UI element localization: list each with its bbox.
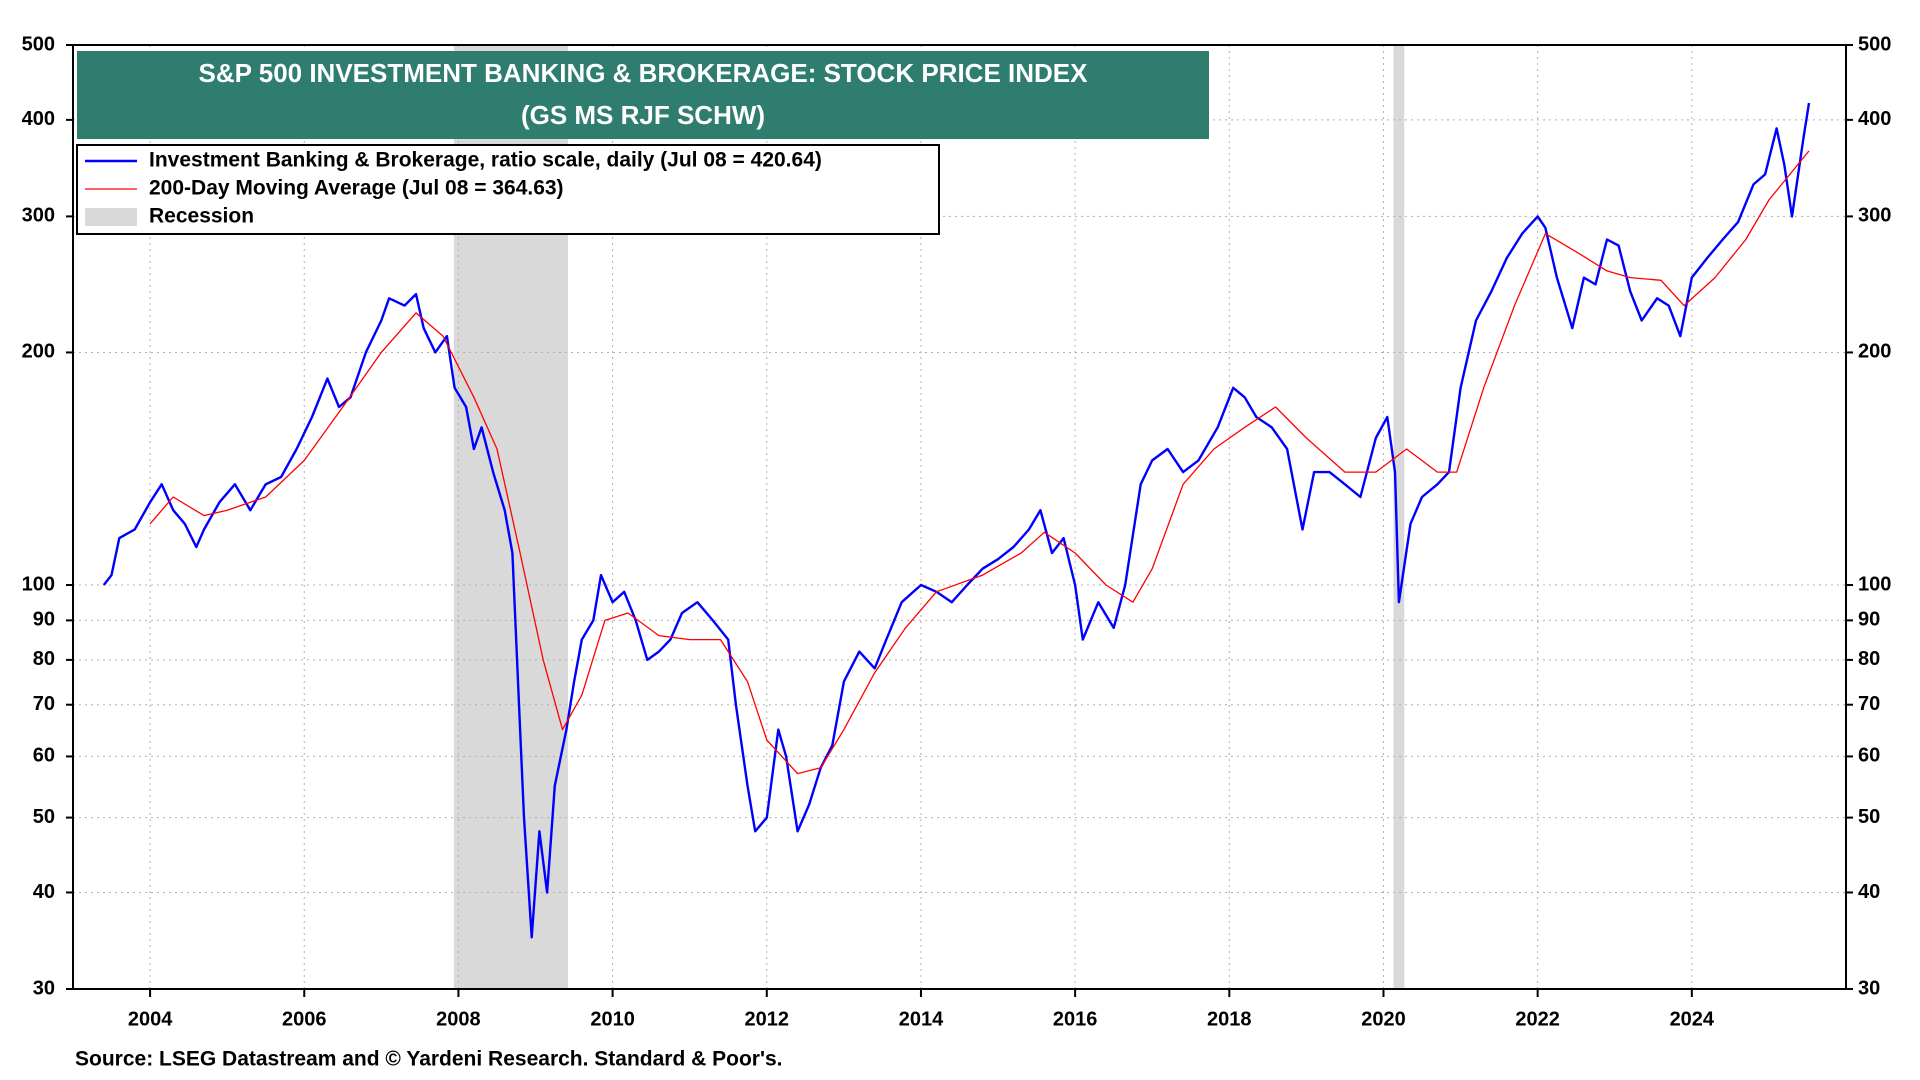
x-tick-label: 2024 xyxy=(1670,1008,1715,1030)
x-tick-label: 2020 xyxy=(1361,1008,1406,1030)
legend-label: Recession xyxy=(149,205,254,228)
y2-tick-label: 300 xyxy=(1858,205,1891,227)
y-tick-label: 200 xyxy=(22,341,55,363)
x-tick-label: 2004 xyxy=(128,1008,173,1030)
y2-tick-label: 50 xyxy=(1858,806,1880,828)
chart-subtitle: (GS MS RJF SCHW) xyxy=(521,100,765,130)
y2-tick-label: 400 xyxy=(1858,108,1891,130)
y-tick-label: 60 xyxy=(33,745,55,767)
y-tick-label: 40 xyxy=(33,881,55,903)
x-tick-label: 2018 xyxy=(1207,1008,1252,1030)
y-tick-label: 90 xyxy=(33,609,55,631)
x-tick-label: 2014 xyxy=(899,1008,944,1030)
source-note: Source: LSEG Datastream and © Yardeni Re… xyxy=(75,1048,782,1071)
recession-band xyxy=(1393,45,1405,989)
y2-tick-label: 30 xyxy=(1858,977,1880,999)
y2-tick-label: 500 xyxy=(1858,33,1891,55)
series-line xyxy=(102,102,1811,939)
x-tick-label: 2016 xyxy=(1053,1008,1098,1030)
legend-box xyxy=(76,144,940,235)
x-tick-label: 2008 xyxy=(436,1008,481,1030)
chart-title: S&P 500 INVESTMENT BANKING & BROKERAGE: … xyxy=(199,58,1089,88)
x-tick-label: 2006 xyxy=(282,1008,327,1030)
title-box xyxy=(77,51,1209,139)
y-tick-label: 80 xyxy=(33,648,55,670)
y-tick-label: 100 xyxy=(22,573,55,595)
y-tick-label: 30 xyxy=(33,977,55,999)
y2-tick-label: 100 xyxy=(1858,573,1891,595)
y2-tick-label: 80 xyxy=(1858,648,1880,670)
y2-tick-label: 60 xyxy=(1858,745,1880,767)
series-line xyxy=(149,150,1810,775)
y-tick-label: 400 xyxy=(22,108,55,130)
x-tick-label: 2010 xyxy=(590,1008,635,1030)
y-tick-label: 50 xyxy=(33,806,55,828)
y-tick-label: 500 xyxy=(22,33,55,55)
plot-frame xyxy=(72,44,1847,990)
legend-label: 200-Day Moving Average (Jul 08 = 364.63) xyxy=(149,177,564,200)
legend-swatch xyxy=(85,208,137,226)
legend-label: Investment Banking & Brokerage, ratio sc… xyxy=(149,149,822,172)
y2-tick-label: 90 xyxy=(1858,609,1880,631)
x-tick-label: 2012 xyxy=(745,1008,790,1030)
y-tick-label: 70 xyxy=(33,693,55,715)
x-tick-label: 2022 xyxy=(1515,1008,1560,1030)
y-tick-label: 300 xyxy=(22,205,55,227)
y2-tick-label: 200 xyxy=(1858,341,1891,363)
y2-tick-label: 70 xyxy=(1858,693,1880,715)
y2-tick-label: 40 xyxy=(1858,881,1880,903)
